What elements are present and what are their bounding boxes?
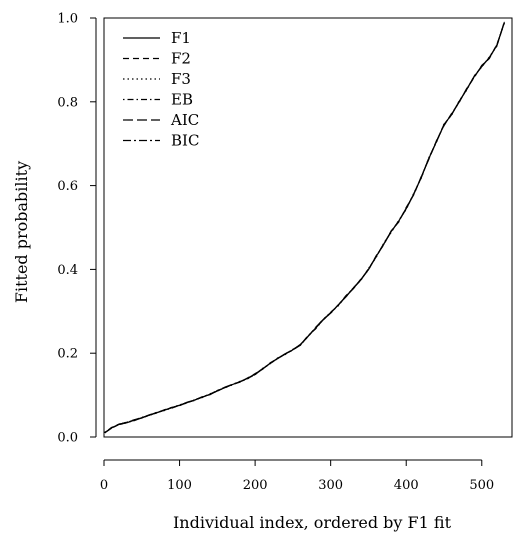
plot-area (103, 17, 513, 438)
y-tick-label: 0.4 (57, 263, 78, 278)
legend-label-eb: EB (171, 91, 193, 109)
x-tick-label: 0 (100, 478, 108, 493)
legend: F1 F2 F3 EB AIC BIC (123, 29, 199, 150)
y-axis-title: Fitted probability (12, 161, 31, 303)
x-tick-label: 400 (394, 478, 419, 493)
y-tick-label: 0.2 (57, 347, 78, 362)
x-axis: 0 100 200 300 400 500 (100, 459, 494, 493)
y-tick-label: 0.6 (57, 179, 78, 194)
series-line-f3 (104, 21, 505, 433)
series-line-f1 (104, 22, 505, 434)
series-line-f2 (104, 22, 505, 434)
legend-label-aic: AIC (170, 111, 199, 129)
x-tick-label: 300 (318, 478, 343, 493)
y-tick-label: 0.8 (57, 95, 78, 110)
y-tick-label: 0.0 (57, 431, 78, 446)
y-axis: 0.0 0.2 0.4 0.6 0.8 1.0 (57, 12, 97, 446)
legend-label-f2: F2 (171, 50, 191, 68)
series-line-eb (104, 22, 505, 434)
series-line-aic (104, 21, 505, 434)
legend-label-bic: BIC (171, 132, 199, 150)
legend-label-f1: F1 (171, 29, 191, 47)
series-line-bic (104, 22, 505, 433)
x-tick-label: 500 (469, 478, 494, 493)
x-axis-title: Individual index, ordered by F1 fit (173, 513, 452, 532)
series-lines (104, 21, 505, 434)
legend-label-f3: F3 (171, 70, 191, 88)
x-tick-label: 100 (167, 478, 192, 493)
x-tick-label: 200 (243, 478, 268, 493)
y-tick-label: 1.0 (57, 12, 78, 27)
plot-box (103, 17, 513, 438)
